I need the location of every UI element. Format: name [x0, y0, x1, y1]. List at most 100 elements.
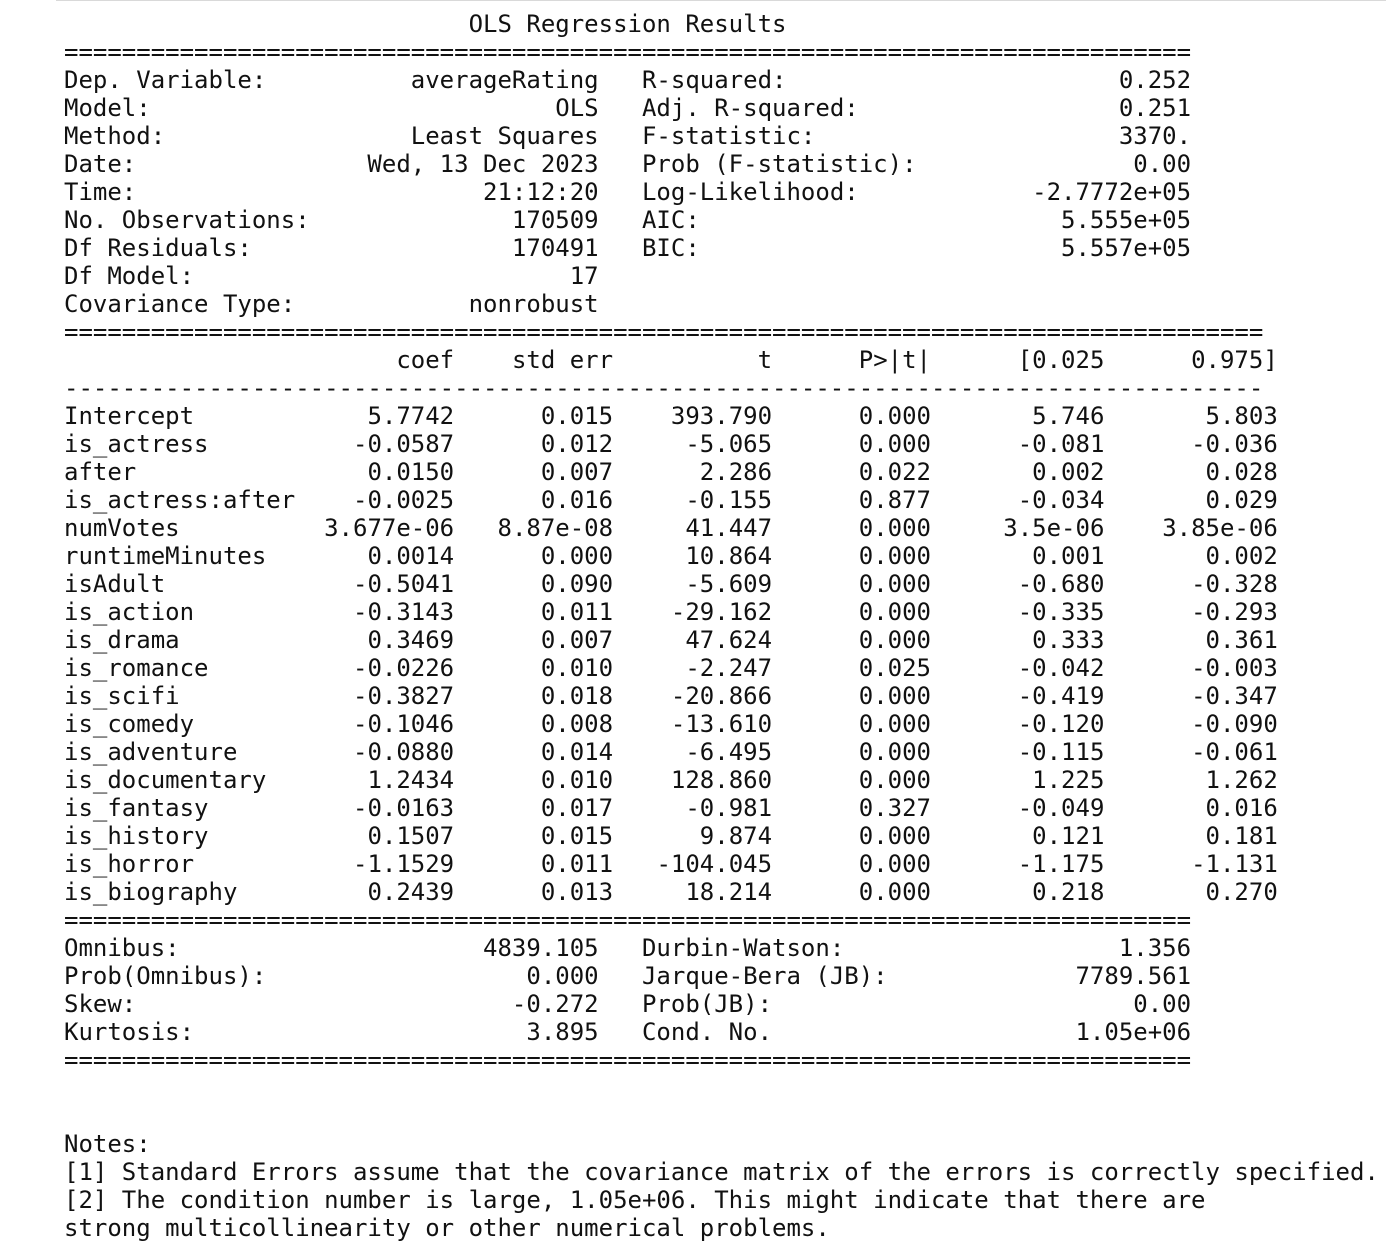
table-cell: -20.866 [613, 682, 773, 710]
table-cell: 2.286 [613, 458, 773, 486]
column-header: P>|t| [772, 346, 931, 374]
table-cell: -0.0587 [309, 430, 455, 458]
note-text: [1] Standard Errors assume that the cova… [64, 1158, 1379, 1186]
separator-double: ========================================… [64, 1046, 1192, 1074]
summary-value: 170509 [352, 206, 599, 234]
table-cell: 41.447 [613, 514, 773, 542]
summary-value: 0.252 [945, 66, 1192, 94]
table-cell: 0.011 [454, 850, 614, 878]
table-cell: -13.610 [613, 710, 773, 738]
table-cell: 0.008 [454, 710, 614, 738]
summary-row: Dep. Variable: averageRating R-squared: … [64, 66, 1191, 94]
table-row: is_fantasy -0.0163 0.017 -0.981 0.327 -0… [64, 794, 1278, 822]
table-cell: 0.025 [772, 654, 931, 682]
table-cell: -0.347 [1104, 682, 1278, 710]
table-cell: -0.155 [613, 486, 773, 514]
table-cell: 0.000 [772, 626, 931, 654]
table-cell: 0.017 [454, 794, 614, 822]
summary-value: nonrobust [352, 290, 599, 318]
table-row: is_biography 0.2439 0.013 18.214 0.000 0… [64, 878, 1278, 906]
separator-dashed: ----------------------------------------… [64, 374, 1264, 402]
diagnostic-label: Kurtosis: [64, 1018, 353, 1046]
summary-label: R-squared: [641, 66, 946, 94]
table-cell: -0.081 [931, 430, 1105, 458]
table-cell: -0.0025 [309, 486, 455, 514]
variable-name: is_documentary [64, 766, 310, 794]
table-cell: 0.0150 [309, 458, 455, 486]
table-cell: -0.034 [931, 486, 1105, 514]
table-row: numVotes 3.677e-06 8.87e-08 41.447 0.000… [64, 514, 1278, 542]
summary-value: Least Squares [352, 122, 599, 150]
diagnostic-value: 0.000 [352, 962, 599, 990]
variable-name: is_comedy [64, 710, 310, 738]
variable-name: is_horror [64, 850, 310, 878]
table-cell: 0.181 [1104, 822, 1278, 850]
summary-label: Model: [64, 94, 353, 122]
variable-name: is_drama [64, 626, 310, 654]
table-cell: 0.000 [772, 850, 931, 878]
note-text: [2] The condition number is large, 1.05e… [64, 1186, 1206, 1214]
table-row: is_actress:after -0.0025 0.016 -0.155 0.… [64, 486, 1278, 514]
table-cell: 0.007 [454, 458, 614, 486]
summary-label: No. Observations: [64, 206, 353, 234]
table-cell: 0.090 [454, 570, 614, 598]
notes-heading: Notes: [64, 1130, 151, 1158]
table-cell: 5.803 [1104, 402, 1278, 430]
page-title: OLS Regression Results [468, 10, 787, 38]
variable-name: is_adventure [64, 738, 310, 766]
diagnostic-row: Omnibus: 4839.105 Durbin-Watson: 1.356 [64, 934, 1191, 962]
table-cell: -0.328 [1104, 570, 1278, 598]
diagnostic-row: Kurtosis: 3.895 Cond. No. 1.05e+06 [64, 1018, 1191, 1046]
summary-label: Dep. Variable: [64, 66, 353, 94]
table-cell: 5.7742 [309, 402, 455, 430]
summary-row: Model: OLS Adj. R-squared: 0.251 [64, 94, 1191, 122]
variable-name: isAdult [64, 570, 310, 598]
table-cell: 9.874 [613, 822, 773, 850]
diagnostic-value: 1.05e+06 [945, 1018, 1192, 1046]
table-cell: 0.000 [772, 738, 931, 766]
table-cell: -6.495 [613, 738, 773, 766]
table-cell: 3.677e-06 [309, 514, 455, 542]
table-cell: 0.121 [931, 822, 1105, 850]
table-cell: 3.5e-06 [931, 514, 1105, 542]
table-cell: 0.000 [772, 766, 931, 794]
table-cell: 1.262 [1104, 766, 1278, 794]
table-row: is_horror -1.1529 0.011 -104.045 0.000 -… [64, 850, 1278, 878]
summary-label: Method: [64, 122, 353, 150]
table-row: Intercept 5.7742 0.015 393.790 0.000 5.7… [64, 402, 1278, 430]
table-row: is_adventure -0.0880 0.014 -6.495 0.000 … [64, 738, 1278, 766]
diagnostic-value: -0.272 [352, 990, 599, 1018]
table-row: is_romance -0.0226 0.010 -2.247 0.025 -0… [64, 654, 1278, 682]
summary-row: Df Residuals: 170491 BIC: 5.557e+05 [64, 234, 1191, 262]
table-cell: 8.87e-08 [454, 514, 614, 542]
table-cell: -0.061 [1104, 738, 1278, 766]
table-cell: 393.790 [613, 402, 773, 430]
table-cell: -0.0226 [309, 654, 455, 682]
summary-label: AIC: [641, 206, 946, 234]
table-cell: -0.0163 [309, 794, 455, 822]
summary-label: Covariance Type: [64, 290, 353, 318]
column-header: [0.025 [931, 346, 1105, 374]
table-cell: 0.2439 [309, 878, 455, 906]
table-cell: 0.014 [454, 738, 614, 766]
table-cell: 0.000 [772, 570, 931, 598]
table-cell: 0.011 [454, 598, 614, 626]
summary-label: Adj. R-squared: [641, 94, 946, 122]
table-cell: 0.022 [772, 458, 931, 486]
table-row: is_drama 0.3469 0.007 47.624 0.000 0.333… [64, 626, 1278, 654]
variable-name: is_scifi [64, 682, 310, 710]
table-cell: 0.0014 [309, 542, 455, 570]
table-cell: 0.000 [772, 822, 931, 850]
regression-output: OLS Regression Results =================… [64, 10, 1379, 1242]
table-cell: -0.981 [613, 794, 773, 822]
note-line: strong multicollinearity or other numeri… [64, 1214, 830, 1242]
diagnostic-value: 3.895 [352, 1018, 599, 1046]
variable-name: is_romance [64, 654, 310, 682]
note-text: Notes: [64, 1130, 151, 1158]
diagnostic-label: Cond. No. [641, 1018, 946, 1046]
table-cell: -0.042 [931, 654, 1105, 682]
table-cell: -0.680 [931, 570, 1105, 598]
table-cell: 0.010 [454, 654, 614, 682]
table-cell: 0.007 [454, 626, 614, 654]
table-cell: -0.049 [931, 794, 1105, 822]
